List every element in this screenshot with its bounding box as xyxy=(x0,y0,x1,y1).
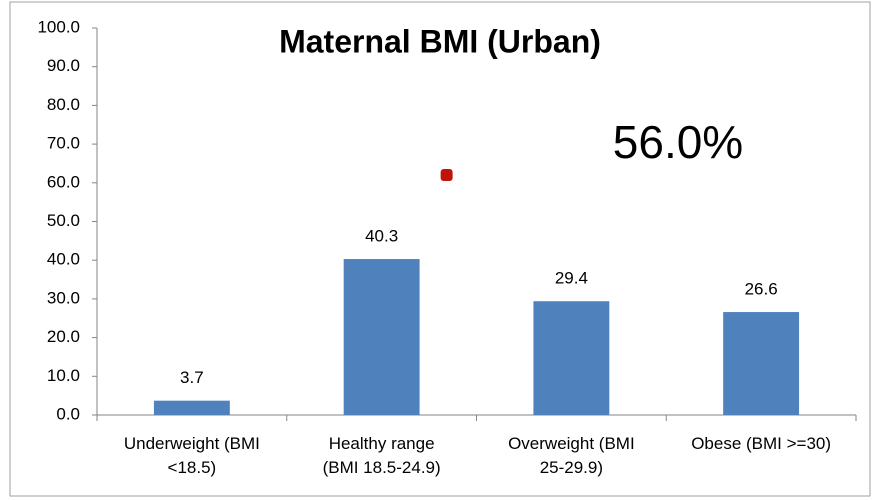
y-tick-label: 60.0 xyxy=(47,172,80,191)
y-tick-label: 100.0 xyxy=(37,17,80,36)
marker xyxy=(440,169,453,182)
annotation: 56.0% xyxy=(613,116,743,168)
bar xyxy=(153,400,230,415)
data-label: 29.4 xyxy=(555,269,588,288)
bar xyxy=(533,301,610,415)
x-tick-label: Healthy range (BMI 18.5-24.9) xyxy=(323,434,441,477)
y-tick-label: 80.0 xyxy=(47,95,80,114)
y-tick-label: 70.0 xyxy=(47,134,80,153)
y-tick-label: 50.0 xyxy=(47,211,80,230)
y-tick-label: 20.0 xyxy=(47,327,80,346)
y-tick-label: 0.0 xyxy=(56,404,80,423)
data-label: 3.7 xyxy=(180,368,204,387)
chart-title: Maternal BMI (Urban) xyxy=(279,23,601,59)
data-label: 40.3 xyxy=(365,227,398,246)
bar xyxy=(723,312,800,415)
x-tick-label: Obese (BMI >=30) xyxy=(691,434,831,453)
data-label: 26.6 xyxy=(745,280,778,299)
y-tick-label: 10.0 xyxy=(47,366,80,385)
y-tick-label: 90.0 xyxy=(47,56,80,75)
chart-border xyxy=(9,1,871,497)
x-tick-label: Overweight (BMI 25-29.9) xyxy=(508,434,635,477)
y-tick-label: 40.0 xyxy=(47,250,80,269)
y-tick-label: 30.0 xyxy=(47,288,80,307)
bar xyxy=(343,259,420,415)
x-tick-label: Underweight (BMI <18.5) xyxy=(124,434,260,477)
